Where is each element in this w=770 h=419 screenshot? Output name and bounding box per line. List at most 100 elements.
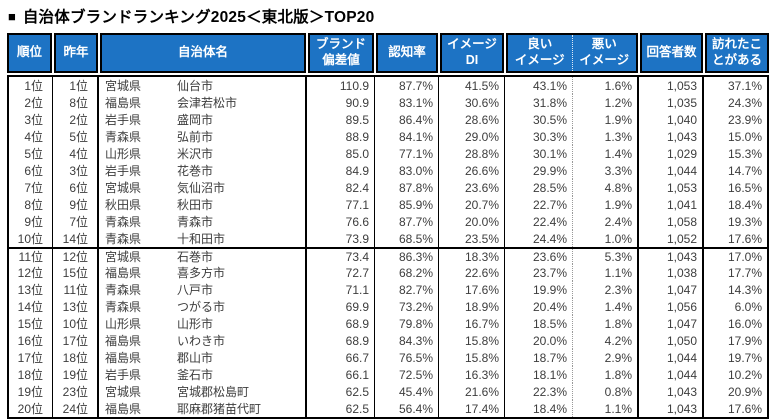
prefecture-label: 宮城県 (105, 181, 142, 195)
visited-cell: 20.9% (727, 384, 762, 399)
image-di-cell: 41.5% (439, 77, 505, 94)
good-image-cell: 23.7% (505, 264, 573, 281)
visited-cell: 16.0% (727, 316, 762, 331)
recognition-cell: 83.0% (375, 162, 439, 179)
brand-score-cell: 76.6 (307, 213, 375, 230)
table-row: 15位 10位 山形県 山形市 68.9 79.8% 16.7% 18.5% 1… (9, 315, 767, 332)
last-year-cell: 15位 (53, 264, 99, 281)
recognition-cell: 45.4% (375, 383, 439, 400)
last-year-cell: 13位 (53, 298, 99, 315)
recognition-cell: 68.2% (375, 264, 439, 281)
image-di-cell: 22.6% (439, 264, 505, 281)
recognition-cell: 84.1% (375, 128, 439, 145)
rank-cell: 1位 (9, 77, 53, 94)
bad-image-cell: 5.3% (573, 249, 639, 264)
table-row: 7位 6位 宮城県 気仙沼市 82.4 87.8% 23.6% 28.5% 4.… (9, 179, 767, 196)
bad-image-cell: 1.4% (573, 298, 639, 315)
good-image-cell: 22.4% (505, 213, 573, 230)
bad-image-cell: 3.3% (573, 162, 639, 179)
brand-score-cell: 62.5 (307, 400, 375, 417)
last-year-cell: 6位 (53, 179, 99, 196)
municipality-cell: 宮城県 気仙沼市 (99, 179, 307, 196)
last-year-cell: 10位 (53, 315, 99, 332)
prefecture-label: 岩手県 (105, 113, 142, 127)
city-label: つがる市 (177, 300, 226, 314)
recognition-cell: 83.1% (375, 94, 439, 111)
brand-score-cell: 89.5 (307, 111, 375, 128)
bad-image-cell: 2.9% (573, 349, 639, 366)
good-image-cell: 22.3% (505, 383, 573, 400)
table-row: 8位 9位 秋田県 秋田市 77.1 85.9% 20.7% 22.7% 1.9… (9, 196, 767, 213)
table-row: 19位 23位 宮城県 宮城郡松島町 62.5 45.4% 21.6% 22.3… (9, 383, 767, 400)
recognition-cell: 68.5% (375, 230, 439, 247)
bad-image-cell: 0.8% (573, 383, 639, 400)
city-label: 気仙沼市 (177, 181, 226, 195)
table-row: 2位 8位 福島県 会津若松市 90.9 83.1% 30.6% 31.8% 1… (9, 94, 767, 111)
image-di-cell: 17.4% (439, 400, 505, 417)
rank-cell: 7位 (9, 179, 53, 196)
municipality-cell: 青森県 弘前市 (99, 128, 307, 145)
last-year-cell: 3位 (53, 162, 99, 179)
rank-cell: 14位 (9, 298, 53, 315)
visited-cell: 10.2% (727, 367, 762, 382)
rank-cell: 12位 (9, 264, 53, 281)
municipality-cell: 秋田県 秋田市 (99, 196, 307, 213)
last-year-cell: 19位 (53, 366, 99, 383)
last-year-cell: 24位 (53, 400, 99, 417)
good-image-cell: 28.5% (505, 179, 573, 196)
visited-cell: 14.7% (727, 163, 762, 178)
city-label: 仙台市 (177, 79, 214, 93)
prefecture-label: 青森県 (105, 232, 142, 246)
prefecture-label: 岩手県 (105, 368, 142, 382)
visited-cell: 17.9% (727, 333, 762, 348)
brand-score-cell: 84.9 (307, 162, 375, 179)
good-image-cell: 19.9% (505, 281, 573, 298)
brand-score-cell: 66.7 (307, 349, 375, 366)
city-label: 宮城郡松島町 (177, 385, 250, 399)
recognition-cell: 86.4% (375, 111, 439, 128)
municipality-cell: 岩手県 盛岡市 (99, 111, 307, 128)
bad-image-cell: 4.8% (573, 179, 639, 196)
visited-cell: 19.7% (727, 350, 762, 365)
respondents-cell: 1,029 (639, 145, 704, 162)
good-image-cell: 31.8% (505, 94, 573, 111)
visited-cell: 17.0% (727, 249, 762, 264)
bad-image-cell: 2.4% (573, 213, 639, 230)
visited-cell: 24.3% (727, 95, 762, 110)
header-last-year: 昨年 (54, 33, 98, 73)
good-image-cell: 18.5% (505, 315, 573, 332)
good-image-cell: 18.1% (505, 366, 573, 383)
city-label: 会津若松市 (177, 96, 238, 110)
image-di-cell: 15.8% (439, 349, 505, 366)
brand-score-cell: 88.9 (307, 128, 375, 145)
visited-cell: 17.7% (727, 265, 762, 280)
recognition-cell: 79.8% (375, 315, 439, 332)
visited-cell: 15.0% (727, 129, 762, 144)
header-brand-score: ブランド 偏差値 (308, 33, 374, 73)
respondents-cell: 1,044 (639, 349, 704, 366)
table-row: 6位 3位 岩手県 花巻市 84.9 83.0% 26.6% 29.9% 3.3… (9, 162, 767, 179)
bad-image-cell: 1.1% (573, 400, 639, 417)
image-di-cell: 20.7% (439, 196, 505, 213)
recognition-cell: 84.3% (375, 332, 439, 349)
city-label: 米沢市 (177, 147, 214, 161)
brand-score-cell: 73.4 (307, 249, 375, 264)
table-row: 18位 19位 岩手県 釜石市 66.1 72.5% 16.3% 18.1% 1… (9, 366, 767, 383)
recognition-cell: 82.7% (375, 281, 439, 298)
good-image-cell: 29.9% (505, 162, 573, 179)
last-year-cell: 18位 (53, 349, 99, 366)
header-respondents: 回答者数 (640, 33, 703, 73)
table-row: 13位 11位 青森県 八戸市 71.1 82.7% 17.6% 19.9% 2… (9, 281, 767, 298)
visited-cell: 18.4% (727, 197, 762, 212)
respondents-cell: 1,053 (639, 179, 704, 196)
municipality-cell: 福島県 会津若松市 (99, 94, 307, 111)
city-label: 青森市 (177, 215, 214, 229)
image-di-cell: 30.6% (439, 94, 505, 111)
visited-cell: 19.3% (727, 214, 762, 229)
recognition-cell: 87.7% (375, 77, 439, 94)
prefecture-label: 青森県 (105, 130, 142, 144)
image-di-cell: 28.6% (439, 111, 505, 128)
recognition-cell: 87.7% (375, 213, 439, 230)
respondents-cell: 1,044 (639, 162, 704, 179)
